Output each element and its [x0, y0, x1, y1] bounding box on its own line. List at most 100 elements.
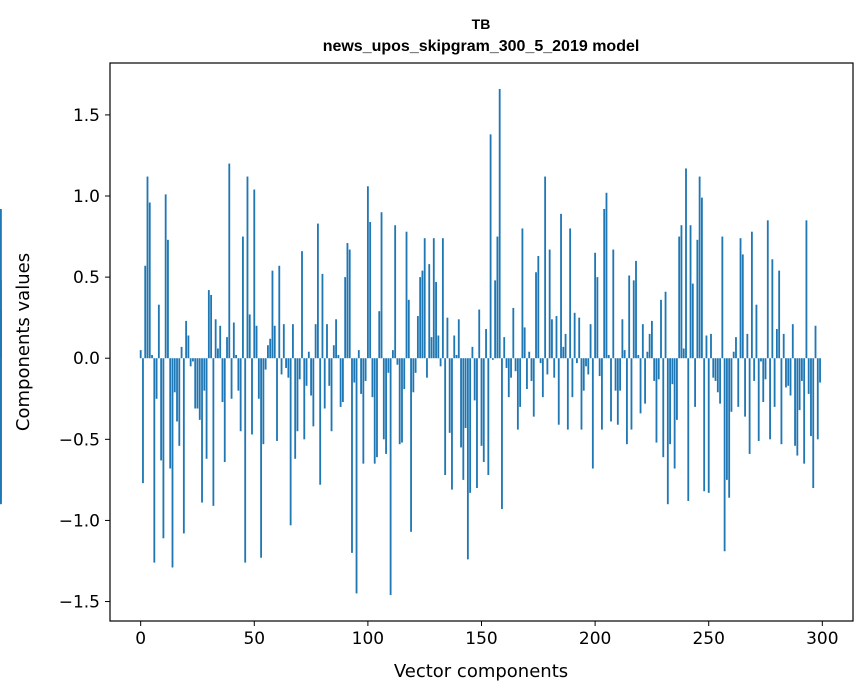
bar-115	[401, 358, 403, 443]
bar-288	[794, 358, 796, 446]
bar-172	[530, 358, 533, 381]
bar-174	[535, 272, 537, 359]
bar-45	[242, 236, 244, 359]
bar-102	[371, 358, 374, 398]
bar-67	[292, 324, 294, 359]
bar-135	[446, 317, 449, 359]
bar-246	[698, 176, 701, 359]
bar-211	[619, 358, 622, 391]
bar-131	[437, 335, 440, 359]
bar-92	[348, 249, 351, 359]
bar-35	[219, 325, 222, 359]
bar-287	[791, 324, 794, 359]
bar-166	[516, 358, 519, 430]
bar-240	[685, 168, 687, 359]
bar-227	[655, 358, 658, 443]
bar-187	[564, 333, 567, 359]
bar-151	[482, 358, 485, 463]
bar-256	[721, 236, 724, 359]
bar-276	[766, 220, 769, 359]
bar-100	[366, 186, 369, 359]
bar-234	[671, 358, 674, 385]
bar-159	[501, 358, 503, 510]
bar-15	[173, 358, 176, 393]
y-tick-label: 0.0	[73, 349, 100, 369]
bar-263	[737, 358, 740, 407]
bar-203	[601, 358, 603, 430]
bar-34	[217, 348, 219, 359]
bar-186	[562, 346, 565, 359]
bar-99	[364, 358, 367, 381]
bar-207	[610, 358, 612, 422]
bar-85	[332, 345, 335, 359]
bar-250	[707, 358, 710, 493]
bar-33	[214, 319, 217, 359]
bar-259	[728, 358, 731, 498]
bar-177	[541, 358, 544, 398]
bar-41	[232, 322, 235, 359]
bar-132	[439, 358, 442, 367]
bar-54	[262, 358, 265, 445]
bar-44	[239, 358, 242, 432]
bar-28	[203, 358, 206, 391]
bar-219	[637, 354, 640, 359]
bar-266	[744, 358, 746, 417]
bar-139	[455, 354, 458, 359]
bar-235	[673, 358, 676, 469]
bar-150	[480, 358, 483, 446]
bar-144	[466, 358, 469, 560]
bar-224	[648, 333, 651, 359]
bar-88	[339, 358, 342, 407]
bar-47	[246, 176, 249, 359]
bar-120	[412, 358, 415, 393]
bar-236	[676, 358, 678, 420]
bar-190	[571, 358, 574, 398]
bar-103	[373, 358, 376, 464]
bar-24	[194, 358, 197, 409]
bar-98	[362, 358, 365, 464]
chart-title-line2: news_upos_skipgram_300_5_2019 model	[323, 38, 640, 55]
bar-192	[576, 358, 578, 364]
y-axis-label: Components values	[13, 253, 34, 431]
bar-286	[789, 358, 792, 396]
bar-21	[187, 335, 190, 359]
bar-42	[235, 354, 238, 359]
bar-152	[485, 329, 487, 359]
bar-36	[221, 358, 224, 403]
bar-68	[294, 358, 297, 459]
bar-296	[812, 358, 815, 488]
bar-27	[201, 358, 203, 503]
y-tick-label: −1.0	[59, 511, 100, 531]
bar-109	[387, 358, 390, 373]
bar-158	[498, 88, 501, 359]
bar-262	[735, 337, 737, 359]
bar-198	[589, 324, 592, 359]
bar-176	[539, 358, 542, 364]
bar-181	[551, 319, 553, 359]
bar-202	[598, 358, 601, 377]
bar-19	[182, 358, 185, 534]
bar-104	[376, 358, 378, 458]
bar-146	[471, 346, 474, 359]
bar-40	[230, 358, 233, 399]
bar-107	[382, 358, 385, 440]
bar-255	[719, 358, 721, 404]
bar-269	[750, 231, 753, 359]
bar-51	[255, 325, 258, 359]
bar-233	[669, 358, 671, 445]
bar-4	[148, 202, 151, 359]
bar-13	[169, 358, 172, 469]
bar-251	[710, 333, 712, 359]
bar-217	[632, 280, 635, 359]
bar-168	[521, 228, 524, 359]
bar-221	[641, 324, 644, 359]
bar-61	[278, 265, 281, 359]
bar-48	[248, 314, 251, 359]
bar-95	[355, 358, 358, 594]
bar-170	[526, 358, 528, 390]
bar-148	[476, 358, 478, 488]
bar-37	[223, 358, 226, 463]
bar-216	[630, 358, 633, 430]
bar-267	[746, 333, 749, 359]
